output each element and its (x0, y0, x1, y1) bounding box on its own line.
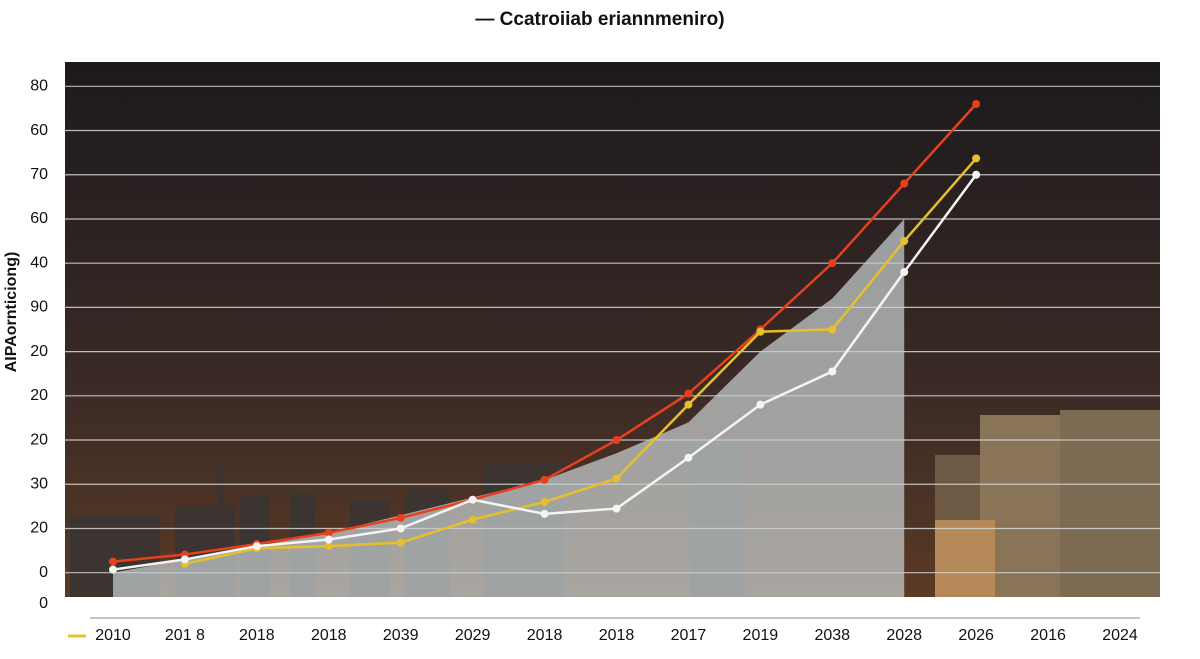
series-point (972, 154, 981, 163)
series-point (684, 453, 693, 462)
area (113, 218, 905, 597)
bottom-band (0, 597, 1200, 654)
series-point (612, 474, 621, 483)
y-tick-label: 20 (30, 431, 48, 448)
x-tick-label: 201 8 (165, 627, 205, 644)
series-point (684, 389, 693, 398)
series-point (612, 504, 621, 513)
x-tick-label: 2019 (743, 627, 779, 644)
series-point (180, 555, 189, 564)
series-point (468, 495, 477, 504)
y-tick-label: 60 (30, 122, 48, 139)
series-point (900, 268, 909, 277)
x-tick-label: 2017 (671, 627, 707, 644)
y-tick-label: 80 (30, 78, 48, 95)
series-point (828, 259, 837, 268)
series-point (396, 538, 405, 547)
series-point (109, 565, 117, 574)
series-point (468, 515, 477, 524)
x-tick-label: 2038 (814, 627, 850, 644)
y-tick-label: 20 (30, 520, 48, 537)
y-tick-label: 40 (30, 254, 48, 271)
series-point (972, 170, 981, 179)
y-tick-label: 90 (30, 299, 48, 316)
series-point (109, 557, 117, 566)
x-tick-label: 2024 (1102, 627, 1138, 644)
y-axis-label: AIPAornticiong) (3, 252, 20, 373)
x-tick-label: 2028 (886, 627, 922, 644)
series-point (540, 497, 549, 506)
x-tick-label: 2016 (1030, 627, 1066, 644)
y-tick-label: 20 (30, 343, 48, 360)
x-tick-label: 2018 (599, 627, 635, 644)
series-point (324, 535, 333, 544)
series-point (684, 400, 693, 409)
x-tick-label: 2029 (455, 627, 491, 644)
series-line (184, 157, 978, 566)
series-point (540, 509, 549, 518)
y-tick-label: 0 (39, 595, 48, 612)
series-point (756, 327, 765, 336)
series-point (252, 542, 261, 551)
series-point (612, 436, 621, 445)
y-tick-label: 60 (30, 210, 48, 227)
series-point (972, 100, 981, 109)
chart-title: — Ccatroiiab eriannmeniro) (475, 9, 724, 30)
x-tick-label: 2018 (527, 627, 563, 644)
series-point (900, 237, 909, 246)
y-tick-label: 20 (30, 387, 48, 404)
x-tick-label: 2026 (958, 627, 994, 644)
series-point (324, 528, 333, 537)
series-point (900, 179, 909, 188)
x-tick-label: 2018 (239, 627, 275, 644)
series-point (828, 367, 837, 376)
series-point (396, 524, 405, 533)
series-point (324, 542, 333, 551)
series-point (396, 513, 405, 522)
series-point (828, 325, 837, 334)
x-tick-label: 2039 (383, 627, 419, 644)
x-tick-label: 2018 (311, 627, 347, 644)
x-tick-label: 2010 (95, 627, 131, 644)
y-tick-label: 70 (30, 166, 48, 183)
series-point (540, 475, 549, 484)
y-tick-label: 0 (39, 564, 48, 581)
series-point (756, 400, 765, 409)
y-tick-label: 30 (30, 475, 48, 492)
